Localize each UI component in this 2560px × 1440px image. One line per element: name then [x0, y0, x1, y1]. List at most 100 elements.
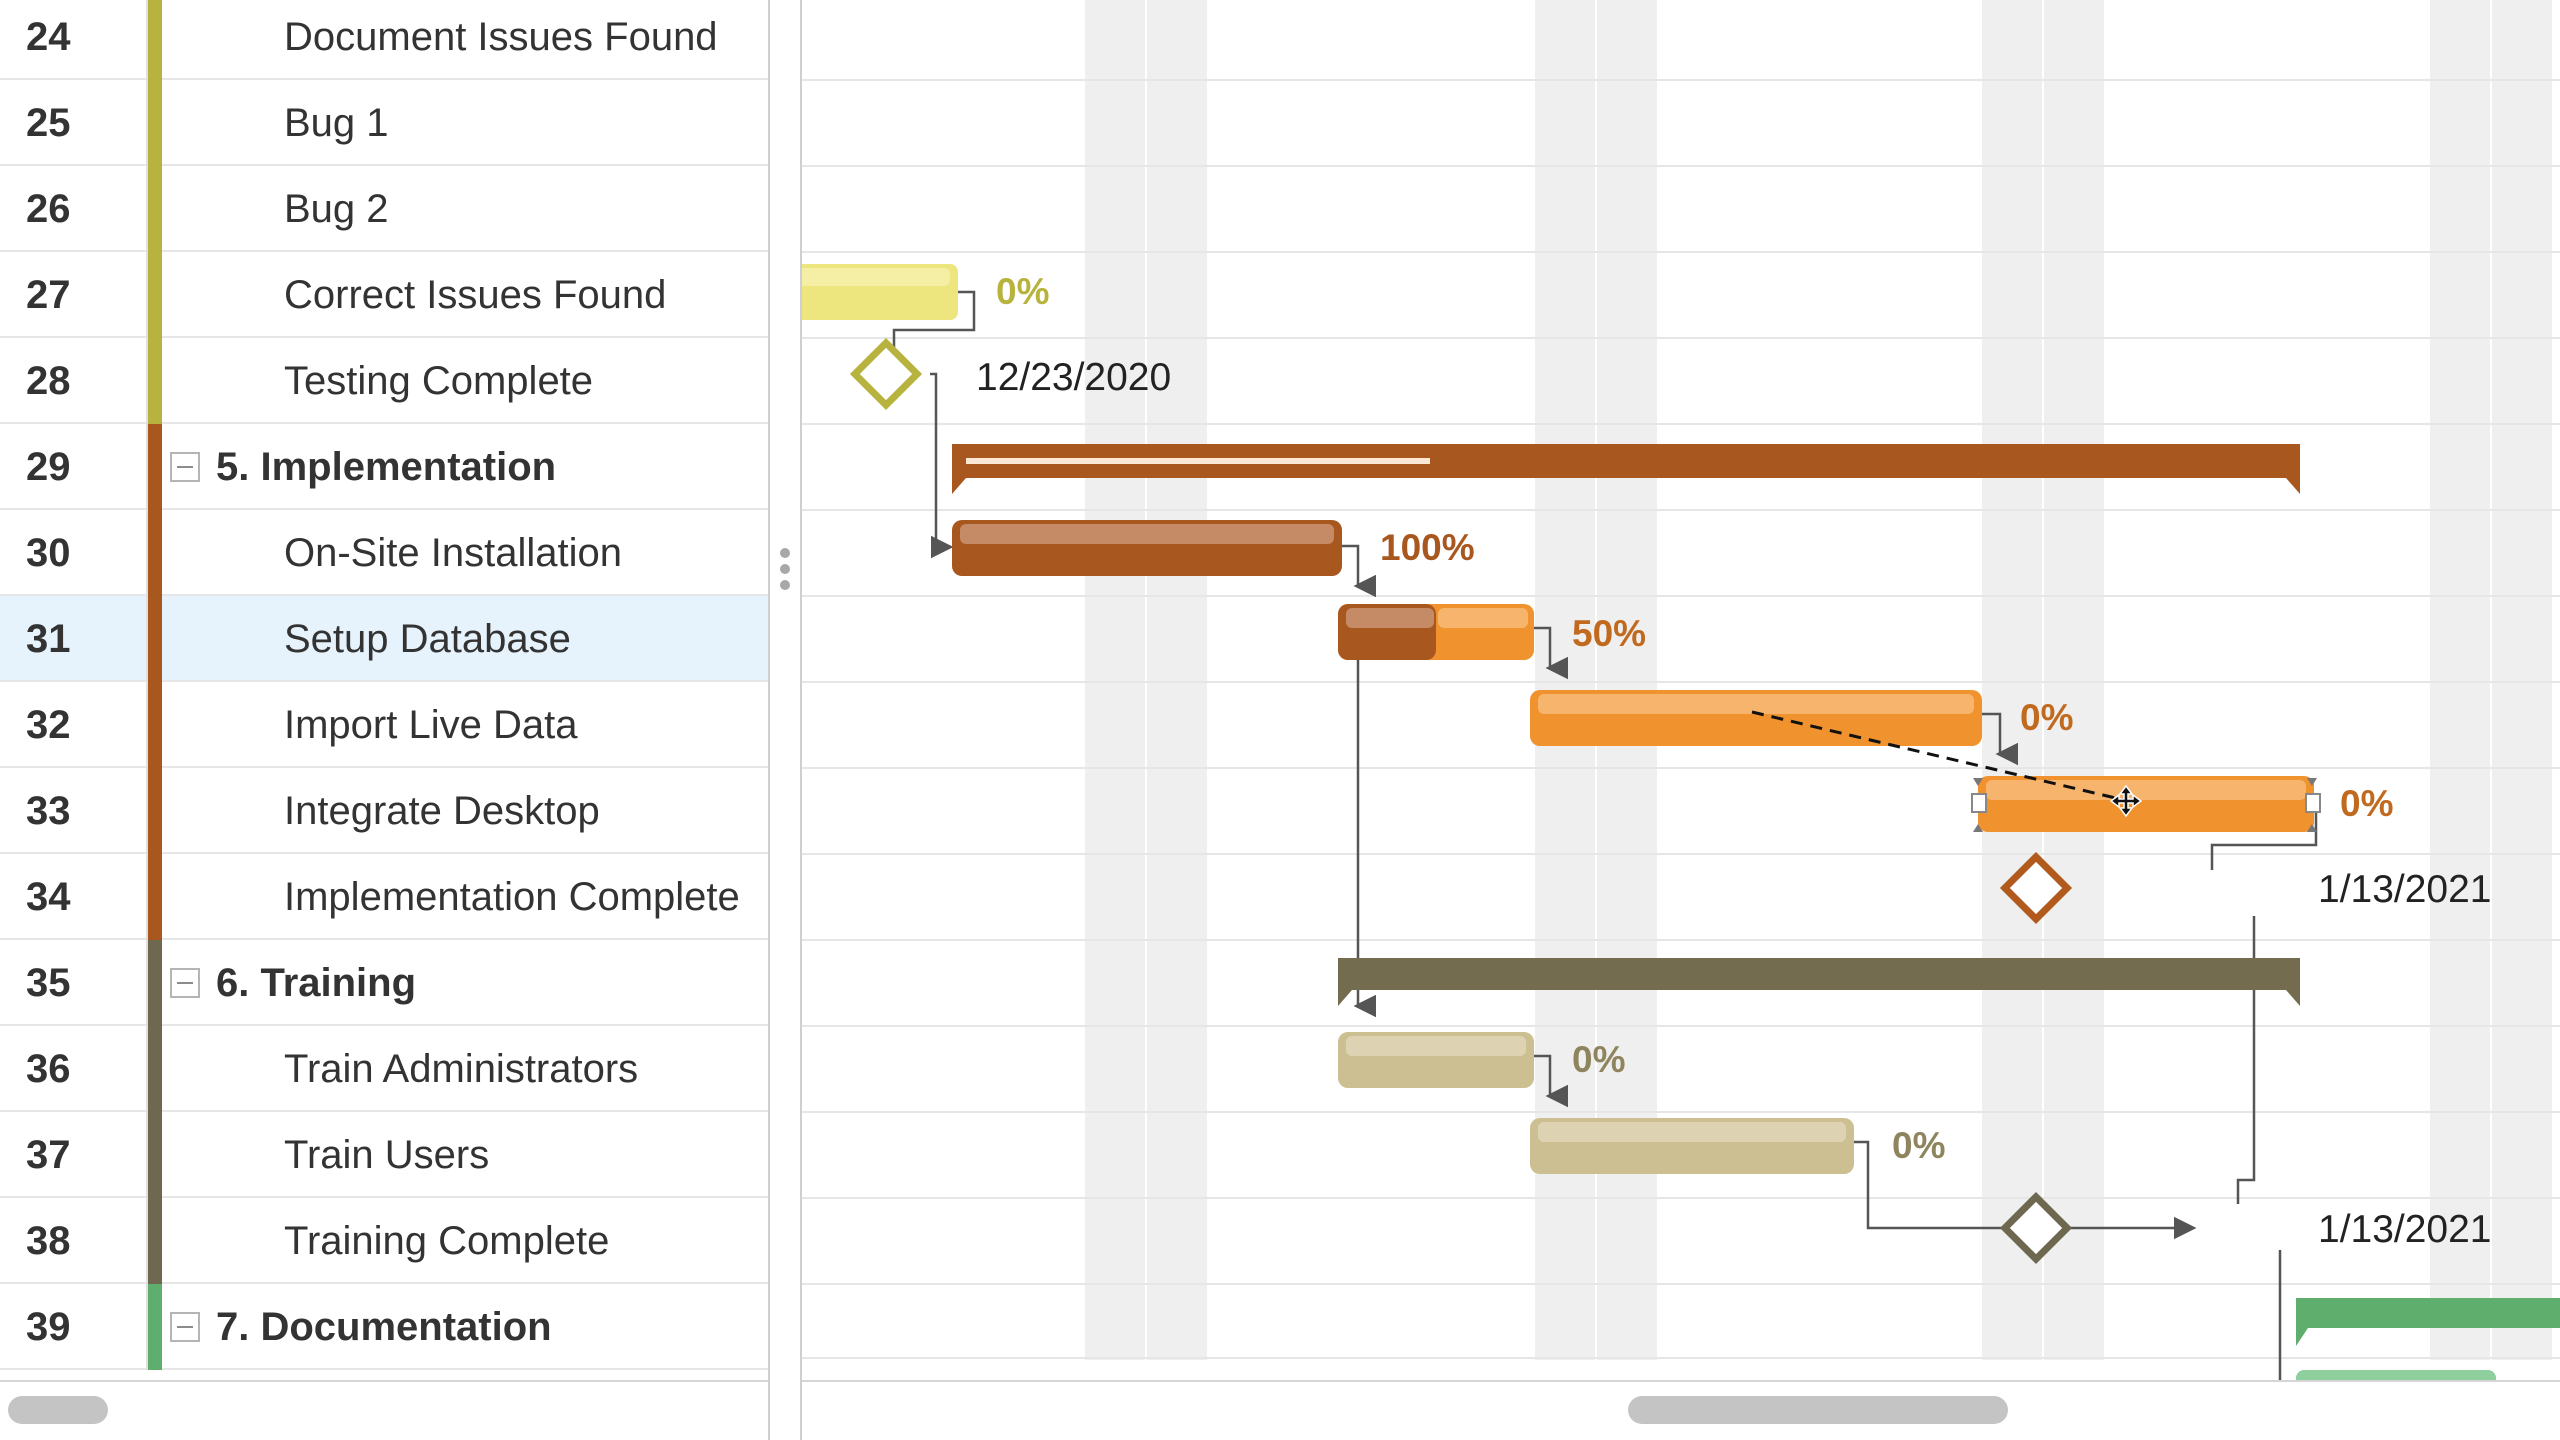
import-live-data-percent: 0%: [2020, 697, 2073, 738]
collapse-toggle-icon[interactable]: [170, 452, 200, 482]
weekend-shade: [2492, 0, 2552, 1360]
milestone-testing-complete[interactable]: [849, 337, 923, 411]
resize-handle-right[interactable]: [2305, 793, 2321, 813]
row-number: 34: [26, 875, 71, 919]
task-row[interactable]: 39 7. Documentation: [0, 1284, 768, 1370]
task-bar-documentation-child[interactable]: [2296, 1370, 2496, 1380]
weekend-shade: [2044, 0, 2104, 1360]
task-row[interactable]: 33 Integrate Desktop: [0, 768, 768, 854]
onsite-installation-percent: 100%: [1380, 527, 1475, 568]
task-color-strip: [148, 166, 162, 252]
milestone-training-complete[interactable]: [1999, 1191, 2073, 1265]
task-row[interactable]: 27 Correct Issues Found: [0, 252, 768, 338]
task-bar-highlight: [1346, 1036, 1526, 1056]
task-name[interactable]: Import Live Data: [284, 703, 578, 747]
scrollbar-thumb[interactable]: [1628, 1396, 2008, 1424]
row-number: 24: [26, 15, 71, 59]
column-divider: [146, 338, 148, 424]
row-number: 39: [26, 1305, 71, 1349]
scrollbar-thumb[interactable]: [8, 1396, 108, 1424]
column-divider: [146, 0, 148, 80]
task-bar-highlight: [1986, 780, 2306, 800]
task-color-strip: [148, 510, 162, 596]
task-name[interactable]: Implementation Complete: [284, 875, 740, 919]
weekend-shade: [1147, 0, 1207, 1360]
group-name[interactable]: 7. Documentation: [216, 1305, 552, 1349]
task-row[interactable]: 25 Bug 1: [0, 80, 768, 166]
task-name[interactable]: Bug 2: [284, 187, 389, 231]
column-divider: [146, 1284, 148, 1370]
task-row[interactable]: 28 Testing Complete: [0, 338, 768, 424]
row-number: 32: [26, 703, 71, 747]
train-administrators-percent: 0%: [1572, 1039, 1625, 1080]
gantt-chart-area[interactable]: 0% 12/23/2020 100% 50% 0% 0% 1/13/2021 0…: [802, 0, 2560, 1380]
column-divider: [146, 1198, 148, 1284]
row-number: 25: [26, 101, 71, 145]
row-number: 30: [26, 531, 71, 575]
task-name[interactable]: Setup Database: [284, 617, 571, 661]
task-row[interactable]: 36 Train Administrators: [0, 1026, 768, 1112]
row-number: 31: [26, 617, 71, 661]
task-color-strip: [148, 424, 162, 510]
task-row[interactable]: 35 6. Training: [0, 940, 768, 1026]
task-row[interactable]: 31 Setup Database: [0, 596, 768, 682]
task-row[interactable]: 24 Document Issues Found: [0, 0, 768, 80]
correct-issues-percent: 0%: [996, 271, 1049, 312]
splitter-grip-dot: [780, 564, 790, 574]
milestone-implementation-complete[interactable]: [1999, 851, 2073, 925]
task-name[interactable]: Train Users: [284, 1133, 490, 1177]
group-name[interactable]: 5. Implementation: [216, 445, 557, 489]
task-name[interactable]: Correct Issues Found: [284, 273, 667, 317]
pane-divider-right: [800, 0, 802, 1440]
task-row[interactable]: 30 On-Site Installation: [0, 510, 768, 596]
task-name[interactable]: On-Site Installation: [284, 531, 622, 575]
pane-divider-left: [768, 0, 770, 1440]
task-name[interactable]: Document Issues Found: [284, 15, 718, 59]
column-divider: [146, 854, 148, 940]
column-divider: [146, 768, 148, 854]
task-bar-highlight: [1538, 694, 1974, 714]
task-color-strip: [148, 596, 162, 682]
task-bar-highlight: [1438, 608, 1528, 628]
task-row[interactable]: 37 Train Users: [0, 1112, 768, 1198]
training-complete-date: 1/13/2021: [2318, 1208, 2492, 1251]
column-divider: [146, 940, 148, 1026]
column-divider: [146, 1112, 148, 1198]
chart-horizontal-scrollbar[interactable]: [802, 1380, 2560, 1440]
gantt-svg[interactable]: 0% 12/23/2020 100% 50% 0% 0% 1/13/2021 0…: [802, 0, 2560, 1380]
task-name[interactable]: Bug 1: [284, 101, 389, 145]
task-bar-highlight: [802, 268, 950, 286]
task-row[interactable]: 38 Training Complete: [0, 1198, 768, 1284]
task-name[interactable]: Integrate Desktop: [284, 789, 600, 833]
column-divider: [146, 596, 148, 682]
row-number: 38: [26, 1219, 71, 1263]
task-color-strip: [148, 1198, 162, 1284]
task-bar-highlight: [1346, 608, 1434, 628]
task-row[interactable]: 29 5. Implementation: [0, 424, 768, 510]
summary-bar-implementation[interactable]: [952, 444, 2300, 494]
row-number: 29: [26, 445, 71, 489]
pane-splitter[interactable]: [770, 0, 800, 1440]
task-row[interactable]: 34 Implementation Complete: [0, 854, 768, 940]
row-number: 33: [26, 789, 71, 833]
column-divider: [146, 166, 148, 252]
summary-bar-documentation[interactable]: [2296, 1298, 2560, 1346]
task-name[interactable]: Testing Complete: [284, 359, 594, 403]
summary-bar-training[interactable]: [1338, 958, 2300, 1006]
task-name[interactable]: Train Administrators: [284, 1047, 639, 1091]
task-list-horizontal-scrollbar[interactable]: [0, 1380, 768, 1440]
task-row[interactable]: 26 Bug 2: [0, 166, 768, 252]
column-divider: [146, 80, 148, 166]
column-divider: [146, 252, 148, 338]
task-color-strip: [148, 338, 162, 424]
row-number: 26: [26, 187, 71, 231]
splitter-grip-dot: [780, 548, 790, 558]
collapse-toggle-icon[interactable]: [170, 1312, 200, 1342]
resize-handle-left[interactable]: [1971, 793, 1987, 813]
task-name[interactable]: Training Complete: [284, 1219, 610, 1263]
row-number: 36: [26, 1047, 71, 1091]
task-color-strip: [148, 940, 162, 1026]
group-name[interactable]: 6. Training: [216, 961, 417, 1005]
collapse-toggle-icon[interactable]: [170, 968, 200, 998]
task-row[interactable]: 32 Import Live Data: [0, 682, 768, 768]
